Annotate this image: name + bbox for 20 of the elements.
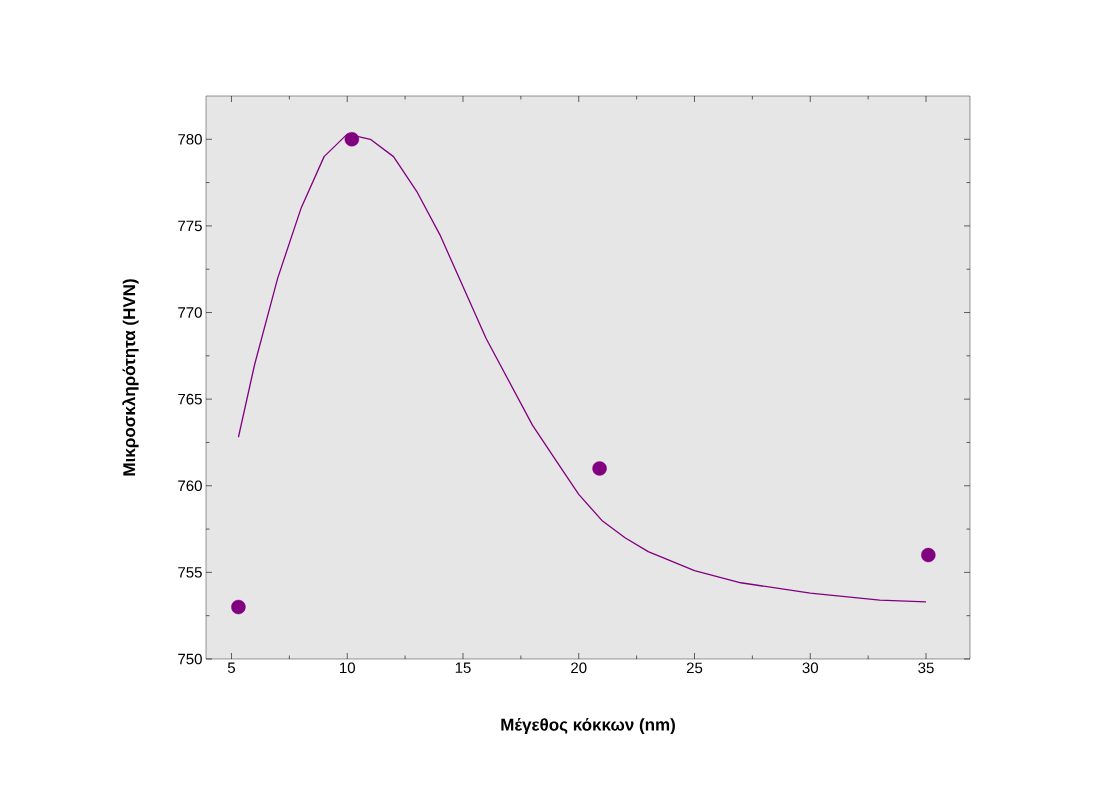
x-tick-label: 20 bbox=[571, 662, 587, 674]
y-tick-label: 775 bbox=[178, 220, 202, 232]
y-tick-label: 765 bbox=[178, 393, 202, 405]
y-tick-label: 770 bbox=[178, 307, 202, 318]
y-tick-label: 780 bbox=[178, 133, 202, 145]
point bbox=[921, 547, 936, 563]
y-tick-label: 755 bbox=[178, 567, 202, 578]
point bbox=[344, 132, 360, 147]
x-tick-label: 5 bbox=[227, 662, 236, 673]
x-tick-label: 35 bbox=[918, 662, 934, 674]
x-tick-label: 25 bbox=[686, 662, 703, 674]
y-axis-title: Μικροσκληρότητα (HVN) bbox=[122, 279, 139, 476]
x-tick-label: 30 bbox=[802, 662, 818, 674]
x-tick-label: 10 bbox=[340, 662, 355, 674]
x-tick-label: 15 bbox=[455, 662, 471, 673]
x-axis-title: Μέγεθος κόκκων (nm) bbox=[501, 718, 675, 735]
y-tick-label: 760 bbox=[178, 480, 202, 492]
point bbox=[592, 461, 607, 476]
point bbox=[231, 599, 246, 615]
y-tick-label: 750 bbox=[178, 653, 202, 665]
